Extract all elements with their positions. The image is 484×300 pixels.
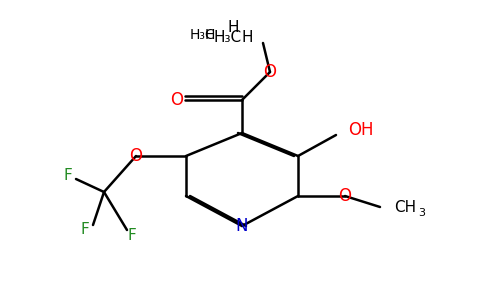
- Text: F: F: [128, 227, 136, 242]
- Text: 3: 3: [418, 208, 425, 218]
- Text: OH: OH: [348, 121, 374, 139]
- Text: H: H: [205, 28, 215, 42]
- Text: H: H: [227, 20, 239, 35]
- Text: O: O: [338, 187, 351, 205]
- Text: O: O: [130, 147, 142, 165]
- Text: CH: CH: [394, 200, 416, 214]
- Text: N: N: [236, 217, 248, 235]
- Text: F: F: [81, 223, 90, 238]
- Text: H₃C: H₃C: [214, 31, 242, 46]
- Text: O: O: [170, 91, 183, 109]
- Text: H: H: [241, 31, 253, 46]
- Text: H₃C: H₃C: [189, 28, 215, 42]
- Text: F: F: [63, 167, 73, 182]
- Text: O: O: [263, 63, 276, 81]
